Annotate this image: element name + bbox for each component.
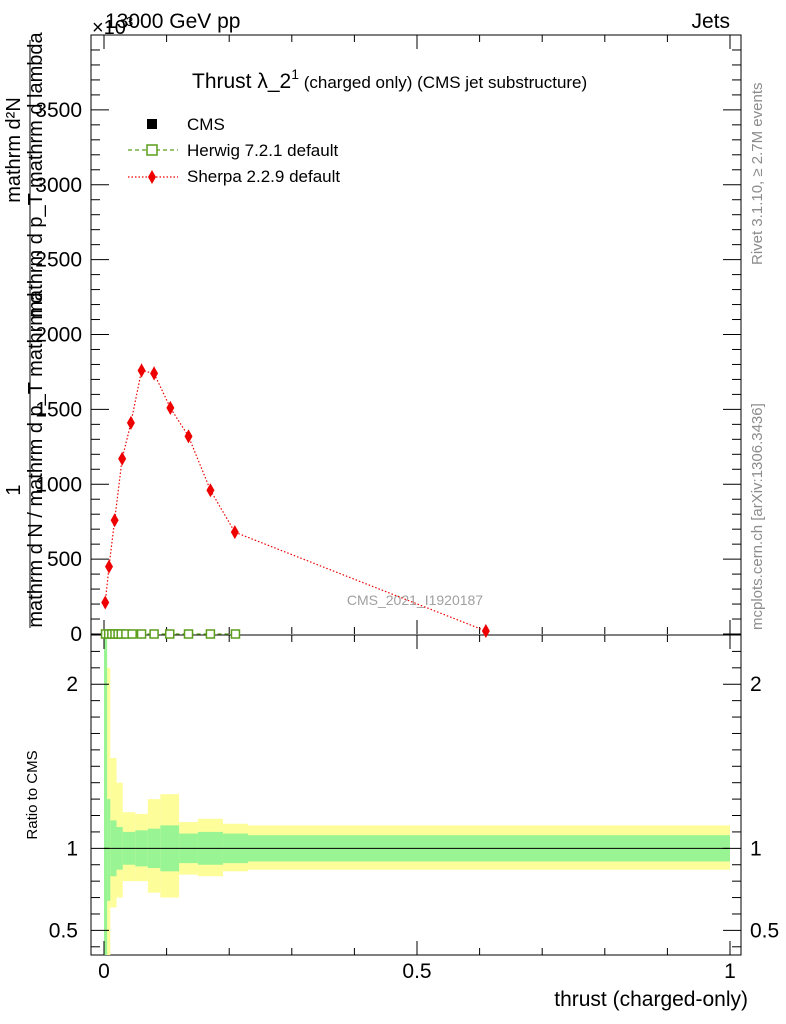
- sherpa-point: [481, 624, 490, 639]
- herwig-point: [205, 629, 216, 639]
- rivet-version-label: Rivet 3.1.10, ≥ 2.7M events: [749, 83, 766, 266]
- legend-label-herwig: Herwig 7.2.1 default: [187, 141, 338, 160]
- analysis-watermark: CMS_2021_I1920187: [347, 592, 483, 608]
- ratio-tick-label: 2: [66, 673, 78, 696]
- y-axis-label: 1 mathrm d N / mathrm d p_T mathrm d mat…: [3, 31, 47, 628]
- ratio-tick-label: 0.5: [49, 919, 78, 942]
- ratio-tick-label: 1: [66, 837, 78, 860]
- sherpa-point: [184, 429, 193, 444]
- sherpa-point: [137, 363, 146, 378]
- energy-label: 13000 GeV pp: [105, 10, 240, 33]
- sherpa-point: [166, 400, 175, 415]
- ratio-tick-label-right: 1: [750, 837, 762, 860]
- legend-marker-herwig: [146, 144, 158, 156]
- y-axis-label-numerator-1: 1: [3, 484, 25, 495]
- x-tick-label: 1: [724, 960, 736, 983]
- sherpa-point: [150, 366, 159, 381]
- y-tick-label: 1000: [35, 473, 82, 496]
- y-tick-label: 0: [70, 623, 82, 646]
- sherpa-line: [104, 369, 487, 632]
- ratio-bands: [104, 635, 731, 955]
- herwig-point: [136, 629, 147, 639]
- category-label: Jets: [691, 10, 730, 33]
- y-tick-label: 2500: [35, 249, 82, 272]
- exponent-label: ×103: [92, 14, 133, 39]
- y-tick-label: 3000: [35, 174, 82, 197]
- ratio-band-inner: [107, 799, 111, 901]
- legend-marker-cms: [147, 119, 157, 129]
- y-tick-label: 1500: [35, 398, 82, 421]
- y-axis-label-numerator-2: mathrm d²N: [3, 97, 25, 203]
- sherpa-point: [101, 595, 110, 610]
- herwig-point: [127, 629, 137, 639]
- herwig-point: [164, 629, 175, 639]
- y-tick-label: 3500: [35, 99, 82, 122]
- legend: CMS Herwig 7.2.1 default Sherpa 2.2.9 de…: [128, 115, 340, 186]
- sherpa-point: [110, 513, 119, 528]
- legend-label-sherpa: Sherpa 2.2.9 default: [187, 167, 340, 186]
- ratio-band-inner: [104, 635, 108, 955]
- sherpa-point: [206, 483, 215, 498]
- ratio-tick-label-right: 2: [750, 673, 762, 696]
- x-tick-label: 0: [98, 960, 110, 983]
- plot-title: Thrust λ_21 (charged only) (CMS jet subs…: [192, 66, 587, 93]
- herwig-point: [230, 629, 241, 639]
- sherpa-point: [126, 415, 135, 430]
- mcplots-label: mcplots.cern.ch [arXiv:1306.3436]: [749, 403, 766, 630]
- x-axis-label: thrust (charged-only): [554, 988, 748, 1011]
- herwig-point: [149, 629, 159, 639]
- data-series: [100, 363, 490, 639]
- herwig-point: [183, 629, 194, 639]
- sherpa-point: [230, 525, 239, 540]
- legend-marker-sherpa: [148, 170, 156, 184]
- sherpa-point: [118, 451, 127, 466]
- ratio-tick-label-right: 0.5: [750, 919, 779, 942]
- ratio-plot-frame: [90, 634, 742, 956]
- sherpa-point: [105, 559, 114, 574]
- y-tick-label: 2000: [35, 324, 82, 347]
- ratio-y-axis-label: Ratio to CMS: [24, 750, 41, 839]
- legend-label-cms: CMS: [187, 115, 225, 134]
- y-tick-label: 500: [47, 548, 82, 571]
- x-tick-label: 0.5: [402, 960, 431, 983]
